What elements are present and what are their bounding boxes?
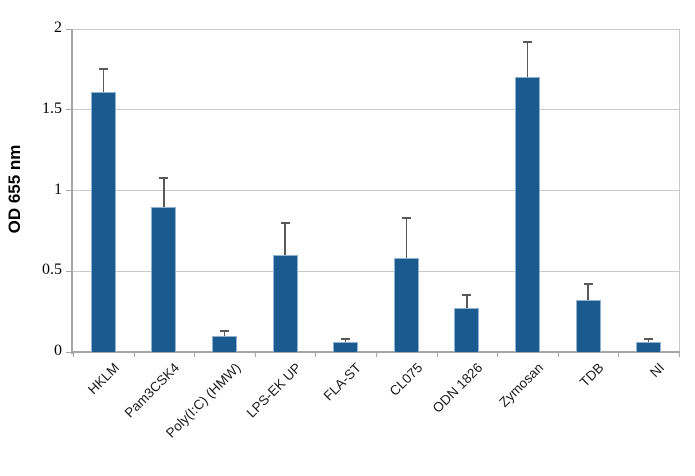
x-axis-tick — [376, 353, 377, 357]
y-axis-tick — [66, 190, 71, 191]
error-bar-cap — [644, 338, 654, 341]
error-bar-line — [647, 339, 650, 343]
error-bar-cap — [341, 338, 351, 341]
category-label: LPS-EK UP — [243, 360, 304, 421]
error-bar-cap — [280, 221, 290, 224]
error-bar-line — [405, 217, 408, 259]
y-axis-tick — [66, 28, 71, 30]
error-bar-line — [466, 295, 468, 309]
x-axis-line — [71, 351, 680, 353]
y-axis-tick — [66, 109, 71, 111]
gridline — [73, 28, 679, 30]
gridline — [73, 270, 679, 272]
gridline — [73, 109, 679, 111]
bar — [272, 255, 298, 352]
error-bar-line — [344, 339, 347, 343]
bar — [212, 335, 237, 352]
y-axis-line — [71, 29, 73, 354]
error-bar-cap — [523, 40, 532, 43]
bar — [90, 91, 116, 352]
bar — [575, 300, 601, 352]
error-bar-line — [102, 69, 105, 92]
x-axis-tick — [133, 353, 135, 357]
error-bar-line — [284, 222, 286, 256]
y-tick-label: 2 — [54, 19, 62, 36]
y-axis-title: OD 655 nm — [5, 144, 24, 234]
category-label: CL075 — [386, 360, 425, 399]
error-bar-line — [223, 331, 226, 336]
x-axis-tick — [679, 353, 680, 357]
x-axis-tick — [436, 353, 438, 357]
error-bar-cap — [98, 68, 108, 71]
x-axis-tick — [194, 353, 196, 357]
x-axis-tick — [315, 353, 317, 357]
error-bar-line — [163, 177, 165, 207]
bar — [636, 342, 662, 352]
category-label: NI — [647, 360, 668, 381]
gridline — [73, 190, 679, 191]
category-label: ODN 1826 — [429, 360, 486, 416]
category-label: HKLM — [84, 360, 122, 398]
category-label: Zymosan — [496, 360, 547, 410]
category-label: TDB — [577, 360, 607, 390]
y-tick-label: 1 — [54, 180, 62, 198]
error-bar-line — [526, 41, 529, 78]
x-axis-tick — [73, 353, 74, 357]
bar — [515, 77, 540, 352]
error-bar-cap — [159, 176, 169, 179]
plot-right-border — [679, 29, 680, 352]
y-tick-label: 0.5 — [42, 261, 62, 279]
x-axis-tick — [557, 353, 559, 357]
y-axis-tick — [66, 351, 71, 353]
error-bar-cap — [583, 283, 593, 286]
y-axis-tick — [66, 270, 71, 272]
error-bar-cap — [220, 330, 229, 332]
bar — [393, 258, 419, 352]
category-label: FLA-ST — [320, 360, 365, 404]
error-bar-cap — [401, 216, 411, 219]
category-label: Pam3CSK4 — [122, 360, 183, 421]
y-tick-label: 1.5 — [42, 99, 62, 117]
bar — [151, 206, 177, 352]
error-bar-cap — [462, 294, 472, 297]
bar — [454, 308, 480, 352]
x-axis-tick — [497, 353, 499, 357]
x-axis-tick — [254, 353, 256, 357]
error-bar-line — [587, 284, 589, 301]
x-axis-tick — [618, 353, 620, 357]
y-tick-label: 0 — [54, 342, 62, 359]
bar — [333, 342, 359, 352]
